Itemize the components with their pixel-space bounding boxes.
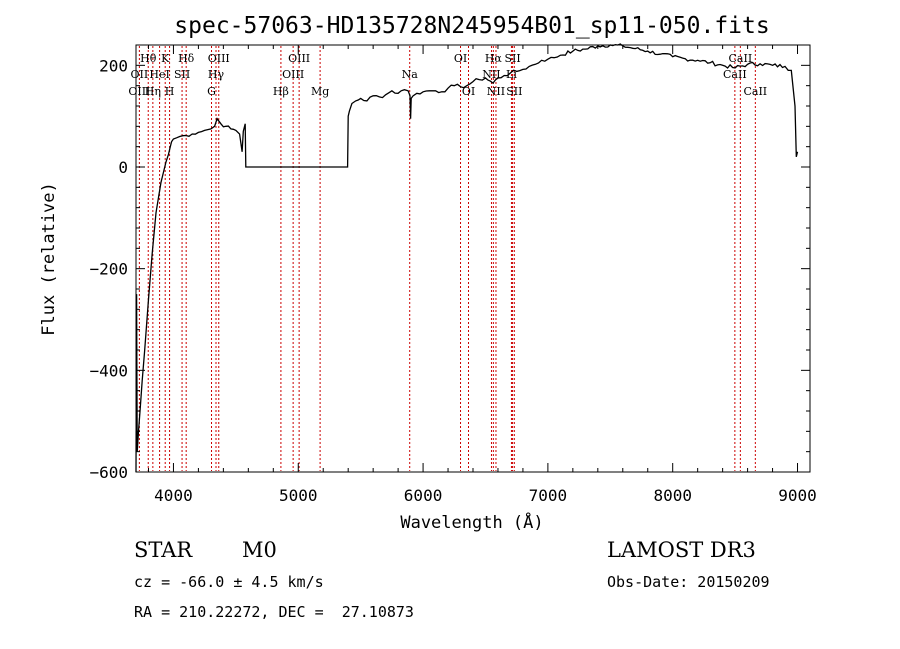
line-label: OIII bbox=[288, 52, 310, 65]
line-label: Na bbox=[402, 68, 419, 81]
line-label: G bbox=[207, 85, 216, 98]
line-label: Hδ bbox=[178, 52, 195, 65]
spectral-line-markers bbox=[139, 46, 755, 471]
star-subclass: M0 bbox=[242, 538, 277, 562]
axis-ticks: 4000 5000 6000 7000 8000 9000 −600 −400 −200 0 200 bbox=[89, 45, 816, 505]
spectrum-line bbox=[136, 44, 798, 472]
x-tick-label: 4000 bbox=[154, 486, 193, 505]
line-label: K bbox=[161, 52, 170, 65]
line-label: Hγ bbox=[208, 68, 225, 81]
x-axis-label: Wavelength (Å) bbox=[400, 511, 543, 533]
y-tick-label: 0 bbox=[118, 158, 128, 177]
line-label: HeI bbox=[149, 68, 169, 81]
x-tick-label: 5000 bbox=[279, 486, 318, 505]
line-label: Hβ bbox=[273, 85, 289, 98]
line-label: OI bbox=[462, 85, 475, 98]
obs-date: Obs-Date: 20150209 bbox=[607, 573, 770, 591]
line-label: NII bbox=[487, 85, 505, 98]
x-tick-label: 7000 bbox=[529, 486, 568, 505]
plot-frame bbox=[136, 45, 810, 472]
line-label: Hθ bbox=[140, 52, 157, 65]
line-label: OIII bbox=[282, 68, 304, 81]
line-label: OIII bbox=[208, 52, 230, 65]
line-label: NII bbox=[482, 68, 500, 81]
line-label: SII bbox=[504, 52, 520, 65]
y-axis-label: Flux (relative) bbox=[39, 182, 59, 336]
x-tick-label: 8000 bbox=[653, 486, 692, 505]
chart-title: spec-57063-HD135728N245954B01_sp11-050.f… bbox=[174, 13, 769, 39]
line-label: SII bbox=[174, 68, 190, 81]
star-class: STAR bbox=[134, 538, 192, 562]
line-label: OII bbox=[131, 68, 149, 81]
y-tick-label: 200 bbox=[99, 56, 128, 75]
y-tick-label: −200 bbox=[89, 260, 128, 279]
line-label: Hα bbox=[485, 52, 503, 65]
line-label: Hη bbox=[145, 85, 161, 98]
survey-label: LAMOST DR3 bbox=[607, 538, 756, 562]
x-tick-label: 6000 bbox=[404, 486, 443, 505]
line-label: Mg bbox=[311, 85, 329, 98]
coordinates: RA = 210.22272, DEC = 27.10873 bbox=[134, 603, 414, 621]
line-label: CaII bbox=[743, 85, 767, 98]
y-tick-label: −400 bbox=[89, 361, 128, 380]
line-label: CaII bbox=[729, 52, 753, 65]
line-label: SII bbox=[506, 85, 522, 98]
line-label: OI bbox=[454, 52, 467, 65]
redshift-value: cz = -66.0 ± 4.5 km/s bbox=[134, 573, 324, 591]
y-tick-label: −600 bbox=[89, 463, 128, 482]
line-label: CaII bbox=[723, 68, 747, 81]
line-label: H bbox=[165, 85, 175, 98]
x-tick-label: 9000 bbox=[778, 486, 817, 505]
line-label: Li bbox=[506, 68, 517, 81]
